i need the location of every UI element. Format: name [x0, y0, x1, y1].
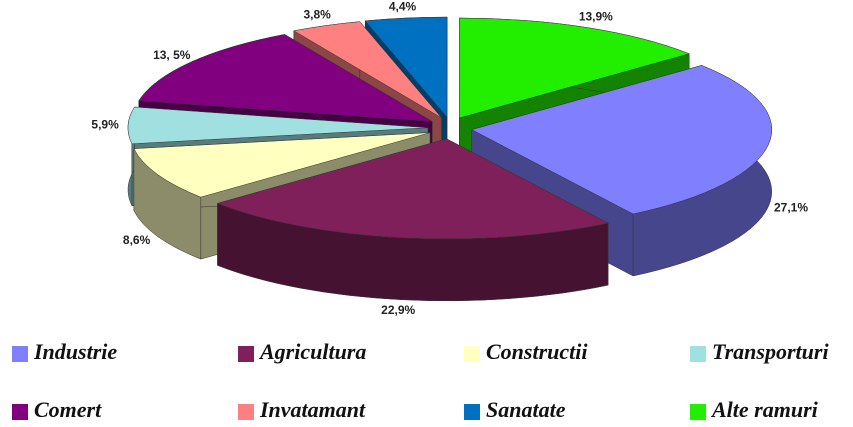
- legend-swatch: [464, 346, 480, 362]
- legend-swatch: [690, 404, 706, 420]
- data-label: 5,9%: [91, 117, 119, 131]
- data-label: 4,4%: [389, 0, 417, 13]
- legend-label: Industrie: [33, 339, 117, 364]
- data-label: 3,8%: [303, 8, 331, 22]
- data-label: 8,6%: [123, 233, 151, 247]
- legend-label: Invatamant: [259, 397, 366, 422]
- slice-top: [364, 16, 448, 118]
- legend-swatch: [12, 346, 28, 362]
- data-label: 27,1%: [774, 201, 808, 215]
- legend-swatch: [464, 404, 480, 420]
- legend-label: Comert: [34, 397, 102, 422]
- legend-label: Constructii: [486, 339, 588, 364]
- slice-top: [459, 17, 690, 119]
- slice: [216, 138, 609, 302]
- legend-swatch: [238, 404, 254, 420]
- slice-top: [471, 65, 772, 215]
- legend-label: Transporturi: [712, 339, 829, 364]
- legend-label: Sanatate: [486, 397, 566, 422]
- legend-swatch: [690, 346, 706, 362]
- slice-top: [133, 132, 431, 198]
- data-label: 22,9%: [381, 303, 415, 317]
- data-label: 13, 5%: [153, 48, 191, 62]
- legend-swatch: [12, 404, 28, 420]
- slice-top: [127, 106, 429, 145]
- legend-label: Alte ramuri: [710, 397, 819, 422]
- data-label: 13,9%: [579, 10, 613, 24]
- slice-top: [216, 138, 609, 240]
- legend-label: Agricultura: [258, 339, 366, 364]
- slice-top: [293, 21, 442, 119]
- slice-top: [138, 34, 433, 122]
- legend-swatch: [238, 346, 254, 362]
